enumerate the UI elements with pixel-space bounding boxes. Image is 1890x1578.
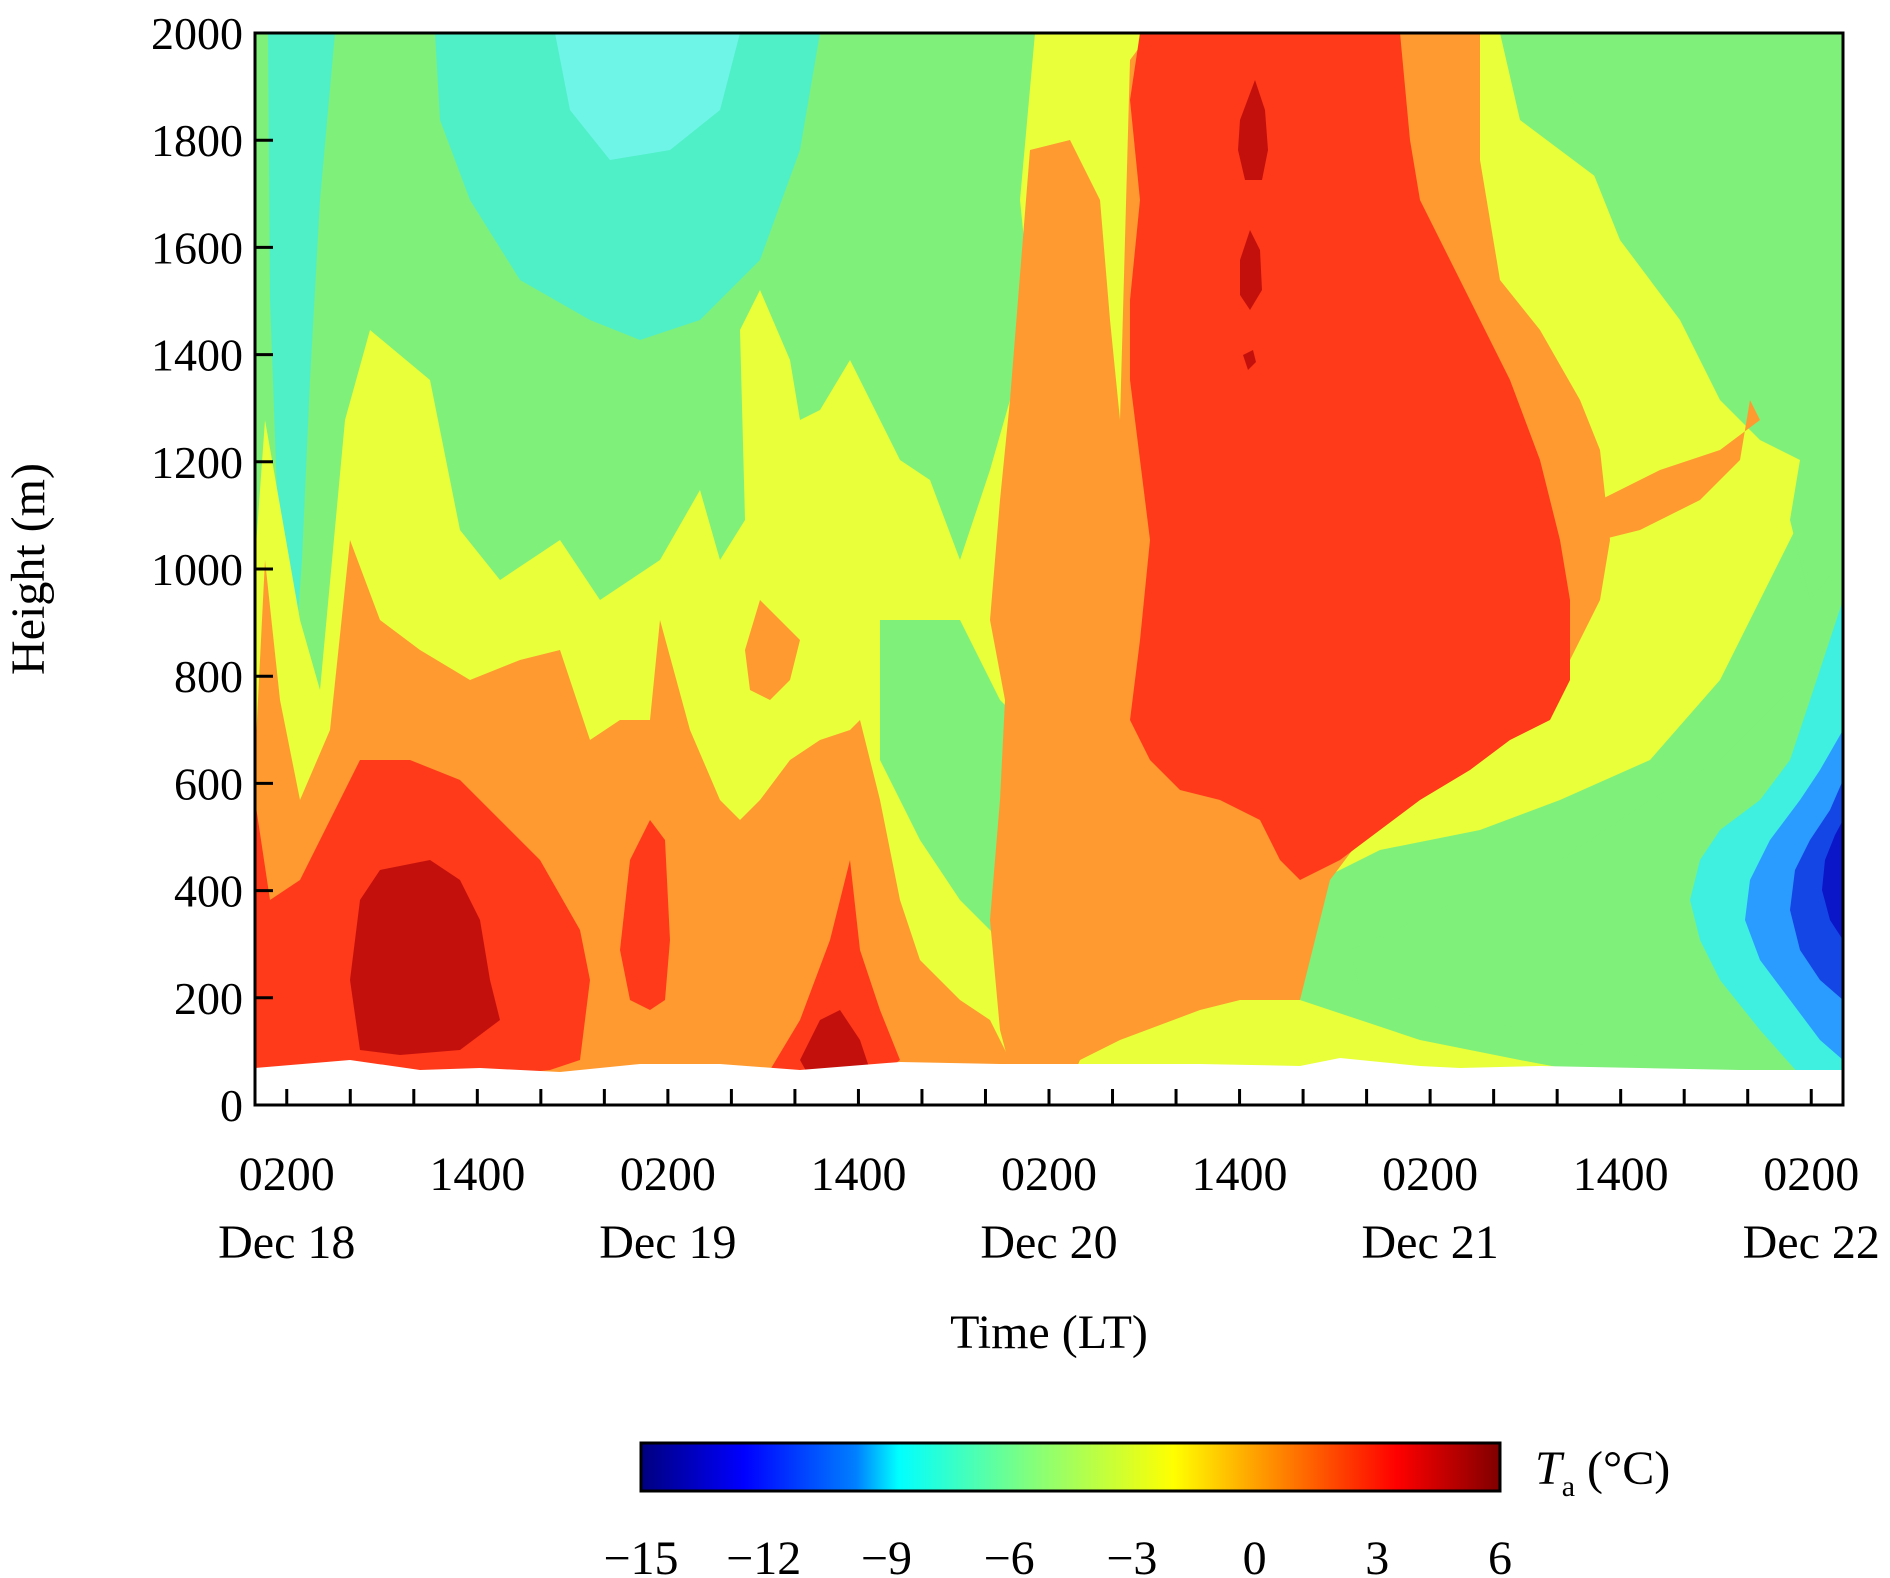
y-tick-label: 0 [220, 1080, 243, 1131]
colorbar-tick-label: −3 [1106, 1532, 1157, 1578]
contour-darkred-aloft-3 [1243, 350, 1256, 370]
x-tick-label: 1400 [810, 1148, 906, 1201]
contour-darkblue-southeast [1822, 820, 1843, 940]
x-tick-label: 0200 [1763, 1148, 1859, 1201]
colorbar-tick-label: 0 [1243, 1532, 1267, 1578]
colorbar-label-sub: a [1562, 1470, 1575, 1503]
x-date-label: Dec 22 [1743, 1216, 1880, 1269]
contour-red-surface-mid [770, 860, 900, 1075]
x-tick-label: 1400 [1192, 1148, 1288, 1201]
y-tick-label: 400 [174, 866, 243, 917]
colorbar-tick-label: 3 [1365, 1532, 1389, 1578]
temperature-contour-field [255, 33, 1843, 1105]
contour-orange-bump [745, 600, 800, 700]
colorbar-ticks: −15 −12 −9 −6 −3 0 3 6 [603, 1532, 1512, 1578]
y-tick-label: 1400 [151, 330, 243, 381]
colorbar-label-main: T [1535, 1442, 1565, 1495]
x-tick-label: 1400 [1573, 1148, 1669, 1201]
y-tick-label: 1800 [151, 115, 243, 166]
y-tick-label: 800 [174, 651, 243, 702]
x-tick-label: 0200 [1382, 1148, 1478, 1201]
contour-cyan-aloft-3 [555, 33, 740, 160]
colorbar-tick-label: −9 [861, 1532, 912, 1578]
contour-cyan-aloft-2 [435, 33, 820, 340]
y-tick-label: 200 [174, 973, 243, 1024]
colorbar-tick-label: −6 [984, 1532, 1035, 1578]
colorbar-label: Ta (°C) [1535, 1442, 1670, 1503]
x-tick-label: 0200 [620, 1148, 716, 1201]
y-axis: 0 200 400 600 800 1000 1200 1400 1600 1800 2000 [151, 8, 273, 1131]
contour-orange-east-lobe [1600, 400, 1760, 540]
colorbar-tick-label: −12 [726, 1532, 801, 1578]
contour-green-northeast [1560, 33, 1843, 600]
y-tick-label: 1200 [151, 437, 243, 488]
contour-darkred-aloft-1 [1238, 80, 1268, 180]
x-tick-label: 0200 [1001, 1148, 1097, 1201]
y-tick-label: 2000 [151, 8, 243, 59]
contour-blue-southeast [1790, 780, 1843, 1000]
colorbar-tick-label: 6 [1488, 1532, 1512, 1578]
contour-darkred-aloft-2 [1240, 230, 1262, 310]
y-tick-label: 1600 [151, 222, 243, 273]
colorbar-label-unit: (°C) [1575, 1442, 1670, 1495]
y-tick-label: 1000 [151, 544, 243, 595]
x-axis: 0200 Dec 18 1400 0200 Dec 19 1400 0200 Dec 20 14… [218, 1089, 1880, 1269]
x-date-label: Dec 20 [980, 1216, 1117, 1269]
below-ground-mask [255, 1058, 1843, 1105]
contour-darkred-surface [350, 860, 500, 1055]
contour-red-surface-spike [620, 820, 670, 1010]
colorbar-gradient [639, 1441, 1502, 1493]
x-axis-title: Time (LT) [950, 1306, 1148, 1359]
x-date-label: Dec 18 [218, 1216, 355, 1269]
colorbar-tick-label: −15 [603, 1532, 678, 1578]
y-axis-title: Height (m) [2, 463, 55, 675]
x-date-label: Dec 21 [1361, 1216, 1498, 1269]
contour-red-core-aloft [1130, 33, 1570, 880]
colorbar: Ta (°C) −15 −12 −9 −6 −3 0 3 6 [603, 1441, 1670, 1578]
x-tick-label: 0200 [239, 1148, 335, 1201]
contour-darkred-surface-east [800, 1010, 870, 1078]
x-tick-label: 1400 [429, 1148, 525, 1201]
y-tick-label: 600 [174, 758, 243, 809]
x-date-label: Dec 19 [599, 1216, 736, 1269]
